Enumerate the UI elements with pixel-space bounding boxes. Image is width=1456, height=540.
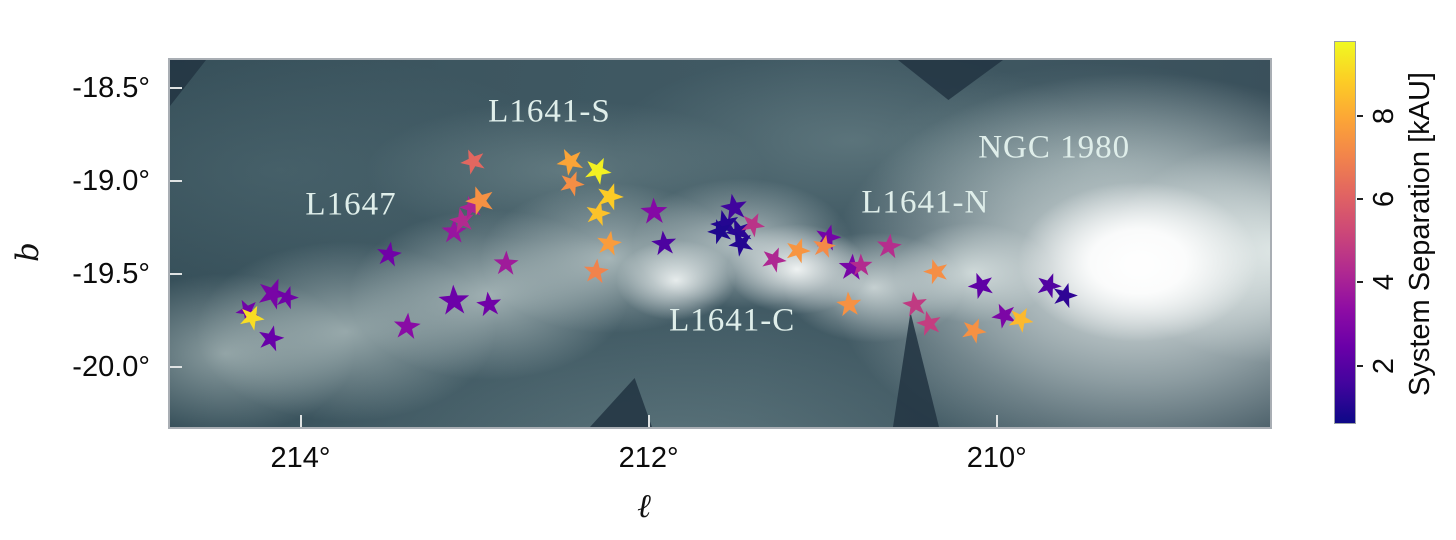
x-axis-tick-label: 210° — [966, 442, 1027, 474]
region-label: L1641-N — [861, 184, 990, 221]
nebula-background-image — [170, 60, 1270, 427]
region-label: NGC 1980 — [978, 129, 1131, 166]
colorbar-tick-label: 8 — [1368, 107, 1400, 124]
region-label: L1641-C — [669, 302, 796, 339]
region-label: L1647 — [305, 186, 397, 223]
x-axis-tick — [299, 415, 302, 427]
colorbar-tick — [1357, 281, 1363, 284]
sky-map-plot: L1647 L1641-S L1641-N L1641-C NGC 1980 — [168, 58, 1272, 429]
y-axis-label: b — [10, 242, 46, 262]
colorbar-label: System Separation [kAU] — [1404, 72, 1436, 396]
colorbar-tick — [1357, 364, 1363, 367]
x-axis-tick-label: 212° — [618, 442, 679, 474]
colorbar-tick — [1357, 198, 1363, 201]
colorbar-tick-label: 2 — [1368, 357, 1400, 374]
y-axis-tick — [170, 366, 182, 369]
y-axis-tick-label: -20.0° — [72, 351, 150, 384]
colorbar-tick-label: 6 — [1368, 191, 1400, 208]
y-axis-tick-label: -19.5° — [72, 258, 150, 291]
x-axis-tick — [995, 415, 998, 427]
colorbar-tick-label: 4 — [1368, 274, 1400, 291]
y-axis-tick-label: -19.0° — [72, 165, 150, 198]
y-axis-tick — [170, 86, 182, 89]
colorbar-tick — [1357, 114, 1363, 117]
y-axis-tick-label: -18.5° — [72, 71, 150, 104]
colorbar-gradient — [1334, 41, 1356, 424]
x-axis-tick — [647, 415, 650, 427]
y-axis-tick — [170, 273, 182, 276]
region-label: L1641-S — [488, 93, 611, 130]
y-axis-tick — [170, 180, 182, 183]
x-axis-label: ℓ — [637, 486, 651, 525]
x-axis-tick-label: 214° — [270, 442, 331, 474]
